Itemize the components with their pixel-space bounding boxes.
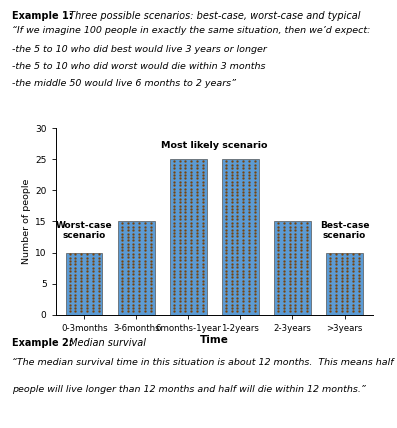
- Bar: [326, 253, 363, 315]
- Bar: [66, 253, 102, 315]
- Text: people will live longer than 12 months and half will die within 12 months.”: people will live longer than 12 months a…: [12, 385, 366, 394]
- Text: “The median survival time in this situation is about 12 months.  This means half: “The median survival time in this situat…: [12, 358, 397, 367]
- Text: Median survival: Median survival: [66, 338, 146, 348]
- Bar: [170, 160, 206, 315]
- Text: -the middle 50 would live 6 months to 2 years”: -the middle 50 would live 6 months to 2 …: [12, 79, 236, 88]
- Bar: [118, 222, 154, 315]
- Text: Example 2:: Example 2:: [12, 338, 73, 348]
- Bar: [222, 160, 258, 315]
- Text: “If we imagine 100 people in exactly the same situation, then we’d expect:: “If we imagine 100 people in exactly the…: [12, 26, 370, 35]
- Bar: [274, 222, 311, 315]
- Text: Most likely scenario: Most likely scenario: [161, 141, 268, 150]
- Text: Example 1:: Example 1:: [12, 11, 73, 21]
- X-axis label: Time: Time: [200, 336, 229, 345]
- Text: Three possible scenarios: best-case, worst-case and typical: Three possible scenarios: best-case, wor…: [66, 11, 360, 21]
- Text: Best-case
scenario: Best-case scenario: [320, 221, 369, 241]
- Y-axis label: Number of people: Number of people: [22, 179, 31, 264]
- Text: -the 5 to 10 who did best would live 3 years or longer: -the 5 to 10 who did best would live 3 y…: [12, 45, 267, 54]
- Text: Worst-case
scenario: Worst-case scenario: [56, 221, 112, 241]
- Text: -the 5 to 10 who did worst would die within 3 months: -the 5 to 10 who did worst would die wit…: [12, 62, 266, 71]
